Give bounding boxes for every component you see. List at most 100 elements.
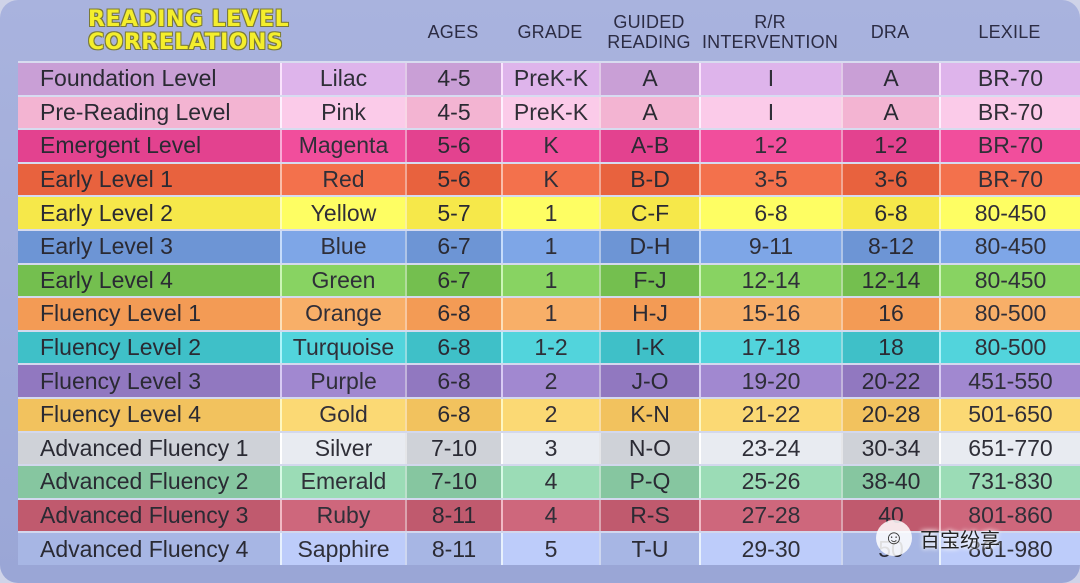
cell-dra: A xyxy=(841,96,939,129)
table-row: Advanced Fluency 1 Silver 7-10 3 N-O 23-24 30-… xyxy=(18,430,1080,465)
cell-ages: 6-7 xyxy=(405,264,501,297)
cell-dra: 12-14 xyxy=(841,264,939,297)
cell-lexile: BR-70 xyxy=(939,96,1080,129)
header-rr-line-2: INTERVENTION xyxy=(701,32,839,52)
table-row: Fluency Level 1 Orange 6-8 1 H-J 15-16 16 80-50… xyxy=(18,296,1080,330)
cell-ages: 7-10 xyxy=(405,432,501,465)
cell-level: Foundation Level xyxy=(18,63,280,95)
cell-color: Sapphire xyxy=(280,533,405,565)
cell-lexile: 80-450 xyxy=(939,230,1080,263)
cell-dra: A xyxy=(841,63,939,95)
cell-guided: I-K xyxy=(599,331,699,364)
cell-lexile: BR-70 xyxy=(939,63,1080,95)
wechat-icon: ☺ xyxy=(876,520,912,556)
cell-dra: 30-34 xyxy=(841,432,939,465)
cell-level: Advanced Fluency 3 xyxy=(18,499,280,532)
cell-level: Pre-Reading Level xyxy=(18,96,280,129)
cell-rr: 17-18 xyxy=(699,331,841,364)
header-guided-line-1: GUIDED xyxy=(613,12,685,32)
cell-rr: 15-16 xyxy=(699,298,841,330)
cell-guided: D-H xyxy=(599,230,699,263)
cell-lexile: 80-500 xyxy=(939,298,1080,330)
header-dra-label: DRA xyxy=(870,22,910,42)
cell-rr: 3-5 xyxy=(699,163,841,196)
table-row: Fluency Level 3 Purple 6-8 2 J-O 19-20 20-22 45… xyxy=(18,363,1080,397)
cell-guided: F-J xyxy=(599,264,699,297)
header-grade: GRADE xyxy=(501,8,599,56)
cell-rr: 21-22 xyxy=(699,398,841,431)
cell-grade: 4 xyxy=(501,499,599,532)
cell-ages: 7-10 xyxy=(405,466,501,498)
table-row: Fluency Level 4 Gold 6-8 2 K-N 21-22 20-28 501-… xyxy=(18,396,1080,431)
cell-lexile: BR-70 xyxy=(939,163,1080,196)
cell-grade: PreK-K xyxy=(501,96,599,129)
header-grade-label: GRADE xyxy=(517,22,583,42)
cell-ages: 8-11 xyxy=(405,533,501,565)
cell-level: Fluency Level 3 xyxy=(18,365,280,397)
table-row: Early Level 1 Red 5-6 K B-D 3-5 3-6 BR-70 xyxy=(18,161,1080,196)
table-row: Foundation Level Lilac 4-5 PreK-K A I A BR-70 xyxy=(18,61,1080,95)
cell-grade: K xyxy=(501,130,599,162)
cell-ages: 4-5 xyxy=(405,96,501,129)
cell-lexile: BR-70 xyxy=(939,130,1080,162)
cell-ages: 6-8 xyxy=(405,398,501,431)
cell-rr: 12-14 xyxy=(699,264,841,297)
table-row: Early Level 4 Green 6-7 1 F-J 12-14 12-14 80-45… xyxy=(18,262,1080,297)
header-ages: AGES xyxy=(405,8,501,56)
cell-color: Red xyxy=(280,163,405,196)
cell-lexile: 801-860 xyxy=(939,499,1080,532)
table-row: Advanced Fluency 2 Emerald 7-10 4 P-Q 25-26 38… xyxy=(18,464,1080,498)
cell-color: Yellow xyxy=(280,197,405,229)
header-lexile-label: LEXILE xyxy=(978,22,1041,42)
title-line-1: READING LEVEL xyxy=(88,7,290,32)
cell-level: Advanced Fluency 4 xyxy=(18,533,280,565)
cell-ages: 6-8 xyxy=(405,298,501,330)
cell-guided: B-D xyxy=(599,163,699,196)
cell-level: Fluency Level 2 xyxy=(18,331,280,364)
cell-dra: 18 xyxy=(841,331,939,364)
cell-guided: H-J xyxy=(599,298,699,330)
cell-lexile: 80-500 xyxy=(939,331,1080,364)
cell-ages: 8-11 xyxy=(405,499,501,532)
cell-guided: A xyxy=(599,96,699,129)
cell-grade: 1 xyxy=(501,298,599,330)
cell-grade: 2 xyxy=(501,365,599,397)
cell-guided: A xyxy=(599,63,699,95)
cell-ages: 5-6 xyxy=(405,130,501,162)
cell-dra: 6-8 xyxy=(841,197,939,229)
cell-level: Emergent Level xyxy=(18,130,280,162)
header-guided-line-2: READING xyxy=(607,32,691,52)
cell-grade: 5 xyxy=(501,533,599,565)
cell-ages: 6-7 xyxy=(405,230,501,263)
cell-rr: 25-26 xyxy=(699,466,841,498)
table-row: Advanced Fluency 3 Ruby 8-11 4 R-S 27-28 40 801… xyxy=(18,497,1080,532)
cell-dra: 3-6 xyxy=(841,163,939,196)
cell-grade: 3 xyxy=(501,432,599,465)
header-guided-reading: GUIDED READING xyxy=(599,8,699,56)
cell-grade: 1 xyxy=(501,197,599,229)
cell-rr: 27-28 xyxy=(699,499,841,532)
cell-grade: K xyxy=(501,163,599,196)
cell-rr: 19-20 xyxy=(699,365,841,397)
cell-grade: PreK-K xyxy=(501,63,599,95)
cell-rr: 29-30 xyxy=(699,533,841,565)
table-row: Fluency Level 2 Turquoise 6-8 1-2 I-K 17-18 18… xyxy=(18,329,1080,364)
cell-guided: N-O xyxy=(599,432,699,465)
table-row: Emergent Level Magenta 5-6 K A-B 1-2 1-2 BR-70 xyxy=(18,128,1080,162)
cell-level: Fluency Level 1 xyxy=(18,298,280,330)
watermark-text: 百宝纷享 xyxy=(920,527,1000,552)
cell-lexile: 451-550 xyxy=(939,365,1080,397)
header-rr-line-1: R/R xyxy=(754,12,786,32)
chart-title: READING LEVEL CORRELATIONS xyxy=(88,8,333,56)
cell-color: Magenta xyxy=(280,130,405,162)
cell-ages: 4-5 xyxy=(405,63,501,95)
cell-grade: 1 xyxy=(501,230,599,263)
cell-color: Silver xyxy=(280,432,405,465)
cell-color: Orange xyxy=(280,298,405,330)
cell-level: Early Level 4 xyxy=(18,264,280,297)
cell-guided: K-N xyxy=(599,398,699,431)
cell-level: Fluency Level 4 xyxy=(18,398,280,431)
table-row: Pre-Reading Level Pink 4-5 PreK-K A I A BR-70 xyxy=(18,94,1080,129)
cell-rr: I xyxy=(699,63,841,95)
